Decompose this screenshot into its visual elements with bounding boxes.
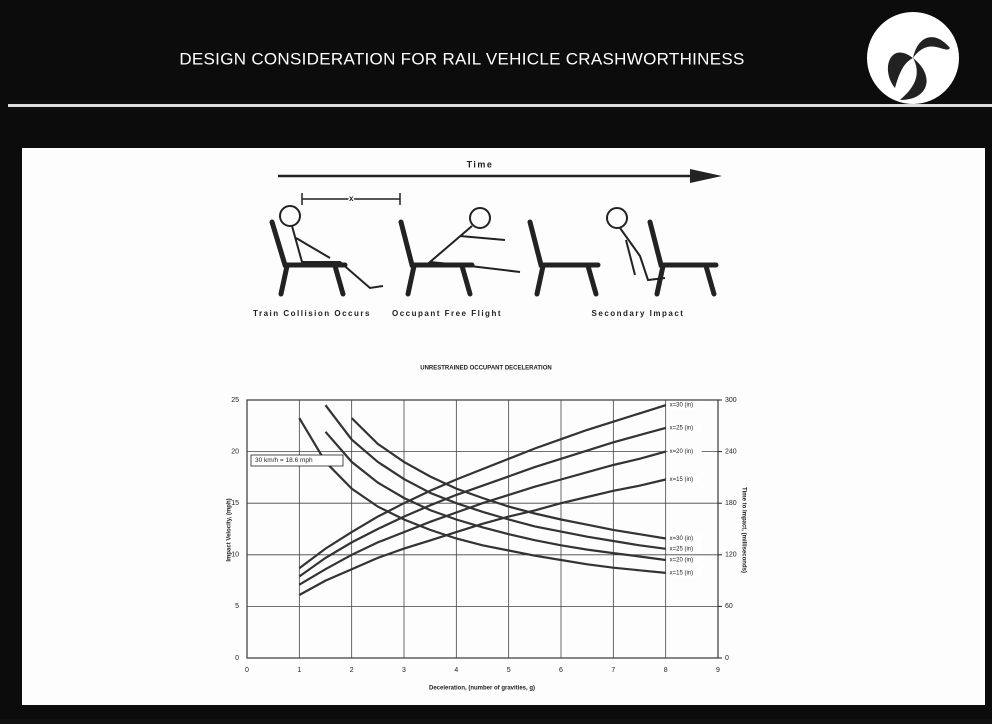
data-line	[298, 404, 667, 570]
stage-label: Train Collision Occurs	[253, 309, 371, 318]
y-tick-label: 20	[231, 448, 239, 455]
y2-tick-label: 240	[725, 448, 737, 455]
series-label-bg	[667, 401, 702, 410]
series-label-bg	[667, 534, 702, 543]
x-tick-label: 6	[559, 667, 563, 674]
y2-tick-label: 300	[725, 397, 737, 404]
series-label: x=20 (in)	[670, 449, 694, 455]
y-tick-label: 5	[235, 603, 239, 610]
timeline-diagram: Time x Train Collision Occurs Occupant F…	[253, 159, 722, 318]
series-label: x=25 (in)	[670, 425, 694, 431]
series-label: x=15 (in)	[670, 570, 694, 576]
y-tick-label: 0	[235, 655, 239, 662]
y2-tick-label: 0	[725, 655, 729, 662]
y2-tick-label: 180	[725, 500, 737, 507]
series-label: x=30 (in)	[670, 536, 694, 542]
x-tick-label: 8	[664, 667, 668, 674]
series-label-bg	[667, 447, 702, 456]
x-tick-label: 5	[507, 667, 511, 674]
series-label-bg	[667, 568, 702, 577]
y2-tick-label: 120	[725, 552, 737, 559]
logo	[867, 12, 959, 104]
content-area	[22, 148, 985, 705]
series-label: x=20 (in)	[670, 558, 694, 564]
data-line	[298, 478, 666, 596]
annotation: 30 km/h = 18.6 mph	[255, 457, 313, 464]
distance-label: x	[349, 194, 355, 203]
chart: 0 1 2 3 4 5 6 7 8 90510152025060120180240300x=30 …	[227, 366, 747, 692]
x-axis-label: Deceleration, (number of gravities, g)	[429, 686, 535, 692]
slide-title: DESIGN CONSIDERATION FOR RAIL VEHICLE CR…	[179, 49, 744, 68]
series-label-bg	[667, 555, 702, 564]
x-tick-label: 1	[297, 667, 301, 674]
data-line	[324, 431, 666, 562]
series-label-bg	[667, 423, 702, 432]
stage-label: Occupant Free Flight	[392, 309, 502, 318]
x-tick-label: 2	[350, 667, 354, 674]
y-axis-label: Impact Velocity, (mph)	[227, 498, 233, 561]
y-tick-label: 10	[231, 552, 239, 559]
header-rule	[8, 104, 992, 107]
data-line	[350, 417, 666, 540]
time-label: Time	[467, 159, 494, 169]
series-label: x=15 (in)	[670, 477, 694, 483]
y-tick-label: 15	[231, 500, 239, 507]
data-line	[298, 426, 666, 578]
series-label: x=30 (in)	[670, 403, 694, 409]
stage-label: Secondary Impact	[592, 309, 685, 318]
x-tick-label: 4	[454, 667, 458, 674]
y2-tick-label: 60	[725, 603, 733, 610]
series-label-bg	[667, 544, 702, 553]
data-line	[298, 450, 666, 586]
data-line	[324, 404, 666, 550]
series-label-bg	[667, 475, 702, 484]
x-tick-label: 7	[611, 667, 615, 674]
x-tick-label: 9	[716, 667, 720, 674]
y-tick-label: 25	[231, 397, 239, 404]
x-tick-label: 3	[402, 667, 406, 674]
x-tick-label: 0	[245, 667, 249, 674]
series-label: x=25 (in)	[670, 546, 694, 552]
y2-axis-label: Time to Impact, (milliseconds)	[740, 487, 746, 573]
annotation-box	[250, 454, 344, 467]
data-line	[298, 417, 666, 574]
chart-title: UNRESTRAINED OCCUPANT DECELERATION	[420, 366, 551, 372]
